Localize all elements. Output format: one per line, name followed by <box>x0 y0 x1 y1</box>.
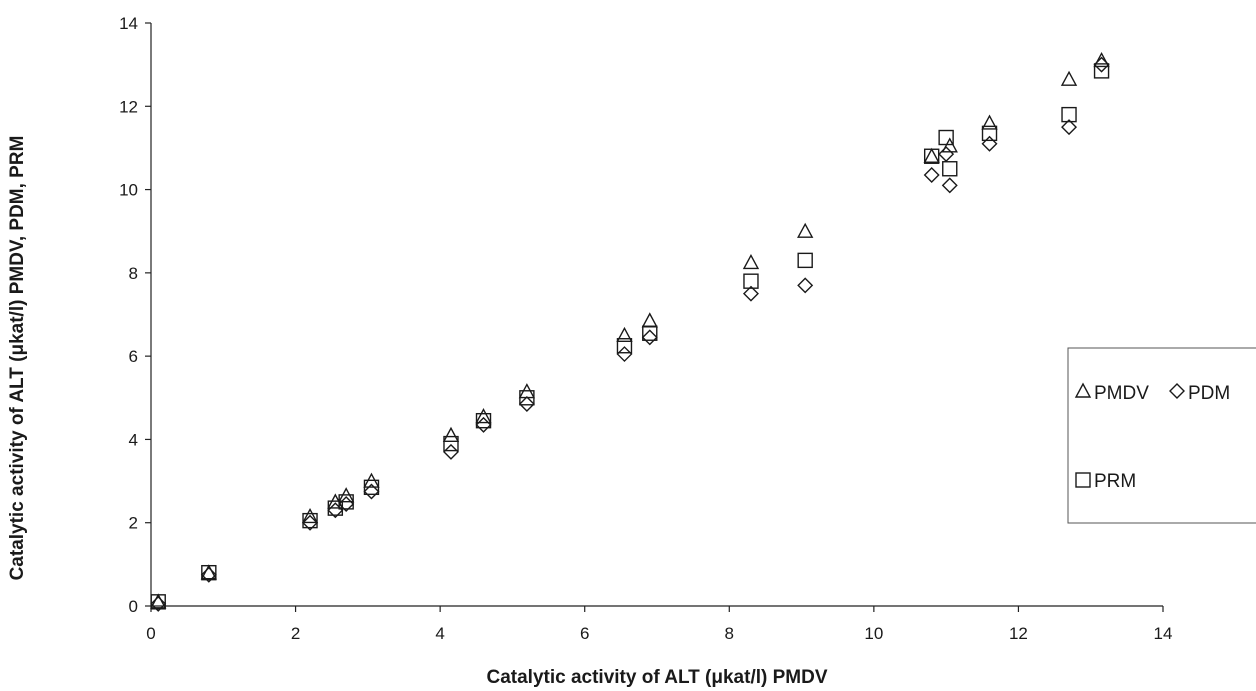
legend-label-prm: PRM <box>1094 471 1136 492</box>
point-pdm <box>442 443 459 460</box>
x-ticks: 0 2 4 6 8 10 12 14 <box>146 606 1172 643</box>
point-pdm <box>938 146 955 163</box>
point-pdm <box>1061 119 1078 136</box>
y-ticks: 0 2 4 6 8 10 12 14 <box>119 14 151 616</box>
series-pmdv <box>150 52 1110 609</box>
point-pdm <box>923 167 940 183</box>
point-pmdv <box>1060 70 1078 86</box>
point-pmdv <box>301 507 319 524</box>
point-pmdv <box>923 147 940 163</box>
legend-box <box>1067 347 1256 524</box>
point-prm <box>616 338 633 354</box>
point-pmdv <box>1093 52 1110 68</box>
point-pdm <box>616 346 633 363</box>
point-pmdv <box>941 137 958 153</box>
x-tick-label: 12 <box>1009 624 1028 643</box>
point-pdm <box>981 135 998 152</box>
point-prm <box>797 252 813 269</box>
x-tick-label: 2 <box>291 624 300 643</box>
point-prm <box>519 390 535 406</box>
point-pdm <box>302 514 319 531</box>
point-prm <box>363 479 380 496</box>
legend-item-prm: PRM <box>1075 471 1136 492</box>
point-pmdv <box>981 114 998 130</box>
point-prm <box>150 594 166 610</box>
point-prm <box>642 325 658 341</box>
data-markers <box>150 52 1110 612</box>
legend-square-icon <box>1075 472 1091 488</box>
axes <box>150 23 1163 607</box>
y-tick-label: 8 <box>129 264 138 283</box>
point-prm <box>443 435 459 452</box>
point-prm <box>1061 106 1077 123</box>
x-tick-label: 8 <box>725 624 734 643</box>
x-tick-label: 0 <box>146 624 155 643</box>
series-pdm <box>150 56 1110 612</box>
y-tick-label: 2 <box>129 514 138 533</box>
point-pdm <box>327 502 344 519</box>
point-pmdv <box>641 312 658 328</box>
y-tick-label: 4 <box>129 430 138 449</box>
x-tick-label: 10 <box>864 624 883 643</box>
point-pdm <box>150 595 167 612</box>
legend-triangle-icon <box>1074 382 1092 398</box>
point-prm <box>302 512 318 529</box>
point-prm <box>942 161 958 177</box>
y-tick-label: 12 <box>119 97 138 116</box>
x-axis-title: Catalytic activity of ALT (μkat/l) PMDV <box>486 667 827 688</box>
point-pmdv <box>475 408 492 424</box>
point-prm <box>475 412 492 429</box>
point-prm <box>923 148 940 164</box>
series-prm <box>150 63 1110 610</box>
y-tick-label: 6 <box>129 347 138 366</box>
y-tick-label: 10 <box>119 181 138 200</box>
legend-label-pdm: PDM <box>1188 383 1230 404</box>
point-prm <box>938 129 954 146</box>
point-prm <box>981 125 998 142</box>
point-pdm <box>797 277 814 294</box>
x-tick-label: 4 <box>435 624 444 643</box>
point-pdm <box>363 483 380 500</box>
y-axis-title: Catalytic activity of ALT (μkat/l) PMDV,… <box>7 136 28 581</box>
point-prm <box>327 500 344 516</box>
point-prm <box>201 564 217 581</box>
point-pmdv <box>742 253 760 270</box>
x-tick-label: 14 <box>1154 624 1173 643</box>
legend-label-pmdv: PMDV <box>1094 383 1149 404</box>
legend-item-pdm: PDM <box>1169 383 1230 404</box>
point-pdm <box>1093 56 1110 73</box>
y-tick-label: 14 <box>119 14 138 33</box>
point-prm <box>1093 63 1110 79</box>
point-prm <box>743 273 759 289</box>
point-pdm <box>641 329 658 346</box>
point-pmdv <box>616 326 633 343</box>
point-pmdv <box>442 426 460 442</box>
x-tick-label: 6 <box>580 624 589 643</box>
point-pdm <box>518 396 535 413</box>
point-pdm <box>742 285 759 302</box>
legend-diamond-icon <box>1169 383 1185 399</box>
point-prm <box>338 494 354 510</box>
legend-item-pmdv: PMDV <box>1074 382 1149 404</box>
y-tick-label: 0 <box>129 597 138 616</box>
point-pdm <box>475 416 492 433</box>
point-pmdv <box>797 222 814 238</box>
point-pdm <box>200 566 217 583</box>
point-pdm <box>941 177 958 194</box>
legend: PMDV PDM PRM <box>1067 347 1256 524</box>
